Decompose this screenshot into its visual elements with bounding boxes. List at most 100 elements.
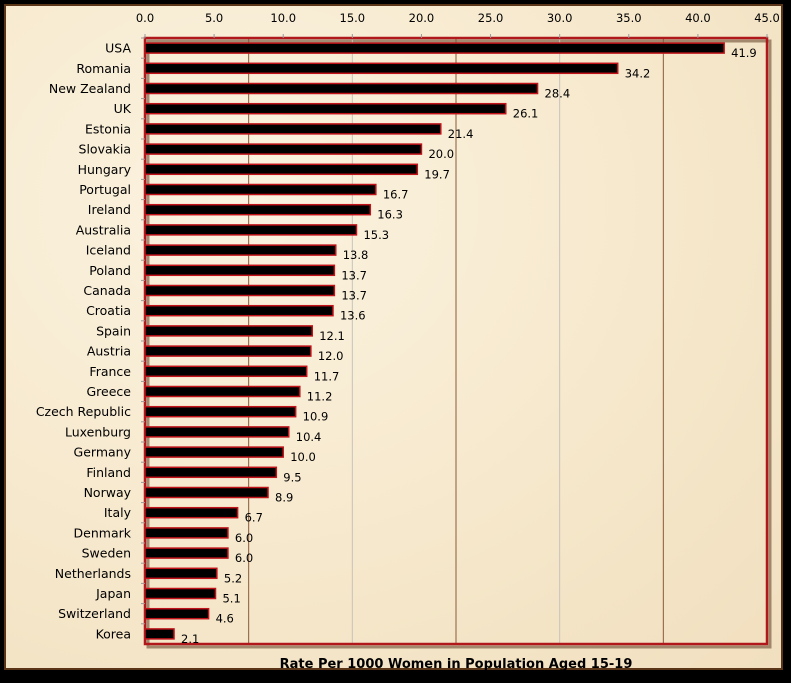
bar: [144, 365, 308, 378]
category-label: Denmark: [74, 525, 132, 540]
data-label: 13.8: [343, 248, 369, 262]
data-label: 28.4: [545, 87, 571, 101]
bar: [144, 385, 301, 398]
data-label: 13.7: [341, 268, 367, 282]
x-tick-label: 35.0: [616, 11, 642, 25]
bar: [144, 123, 442, 135]
bar: [144, 446, 284, 458]
x-axis-title: Rate Per 1000 Women in Population Aged 1…: [280, 657, 633, 672]
bar: [144, 102, 507, 115]
x-tick-label: 10.0: [270, 11, 296, 25]
category-label: Hungary: [78, 162, 132, 177]
bar: [144, 143, 423, 155]
category-label: Switzerland: [58, 606, 131, 621]
category-label: Germany: [74, 445, 132, 460]
x-tick-label: 30.0: [547, 11, 573, 25]
data-label: 10.9: [303, 410, 329, 424]
bar: [144, 325, 313, 337]
category-label: USA: [105, 41, 131, 56]
bar: [144, 264, 336, 277]
category-label: Austria: [87, 344, 131, 359]
category-label: Luxenburg: [65, 424, 131, 439]
category-label: Romania: [76, 61, 131, 76]
data-label: 16.7: [383, 188, 409, 202]
data-label: 2.1: [181, 632, 199, 646]
category-label: Australia: [76, 222, 131, 237]
category-label: Croatia: [86, 303, 131, 318]
data-label: 21.4: [448, 127, 474, 141]
category-label: Spain: [96, 323, 131, 338]
category-label: Ireland: [88, 202, 131, 217]
category-label: Netherlands: [55, 566, 131, 581]
data-label: 26.1: [513, 107, 539, 121]
data-label: 12.0: [318, 349, 344, 363]
category-label: Czech Republic: [36, 404, 131, 419]
category-label: Greece: [87, 384, 132, 399]
data-label: 6.0: [235, 531, 253, 545]
category-label: Slovakia: [79, 142, 131, 157]
bar: [144, 304, 334, 317]
category-label: Estonia: [85, 121, 131, 136]
data-label: 19.7: [424, 167, 450, 181]
data-label: 10.4: [296, 430, 322, 444]
category-label: UK: [114, 101, 132, 116]
data-label: 34.2: [625, 66, 651, 80]
category-label: Italy: [104, 505, 132, 520]
bar: [144, 547, 229, 559]
data-label: 12.1: [319, 329, 345, 343]
data-label: 9.5: [283, 470, 301, 484]
bar: [144, 567, 218, 580]
bar: [144, 183, 377, 196]
bar: [144, 587, 217, 600]
bar: [144, 345, 312, 357]
bar: [144, 42, 725, 54]
data-label: 16.3: [377, 208, 403, 222]
plot-shadow: [146, 39, 772, 649]
bar: [144, 486, 269, 499]
data-label: 13.7: [341, 289, 367, 303]
bar: [144, 224, 358, 236]
data-label: 5.2: [224, 571, 242, 585]
bar: [144, 203, 372, 216]
data-label: 13.6: [340, 309, 366, 323]
bar: [144, 426, 290, 438]
category-label: New Zealand: [49, 81, 131, 96]
category-label: France: [89, 364, 131, 379]
data-label: 41.9: [731, 46, 757, 60]
bar: [144, 607, 210, 620]
data-label: 5.1: [222, 592, 240, 606]
data-label: 8.9: [275, 491, 293, 505]
x-tick-label: 15.0: [340, 11, 366, 25]
data-label: 20.0: [428, 147, 454, 161]
bar: [144, 527, 229, 539]
category-label: Portugal: [79, 182, 131, 197]
bar: [144, 405, 297, 418]
category-label: Norway: [84, 485, 132, 500]
category-label: Iceland: [86, 243, 131, 258]
bar: [144, 284, 336, 297]
bar: [144, 163, 419, 176]
bar: [144, 628, 175, 640]
bar: [144, 244, 337, 256]
bar: [144, 506, 239, 519]
data-label: 11.2: [307, 390, 333, 404]
bar: [144, 62, 619, 75]
category-label: Poland: [89, 263, 131, 278]
category-label: Japan: [95, 586, 131, 601]
bar: [144, 466, 278, 479]
data-label: 11.7: [314, 369, 340, 383]
chart-background: [4, 4, 783, 670]
bar: [144, 82, 539, 95]
x-tick-label: 40.0: [685, 11, 711, 25]
data-label: 6.0: [235, 551, 253, 565]
data-label: 6.7: [245, 511, 263, 525]
x-tick-label: 45.0: [754, 11, 780, 25]
x-tick-label: 25.0: [478, 11, 504, 25]
x-tick-label: 0.0: [136, 11, 154, 25]
x-tick-label: 20.0: [409, 11, 435, 25]
category-label: Sweden: [82, 546, 131, 561]
category-label: Canada: [83, 283, 131, 298]
category-label: Korea: [96, 626, 131, 641]
